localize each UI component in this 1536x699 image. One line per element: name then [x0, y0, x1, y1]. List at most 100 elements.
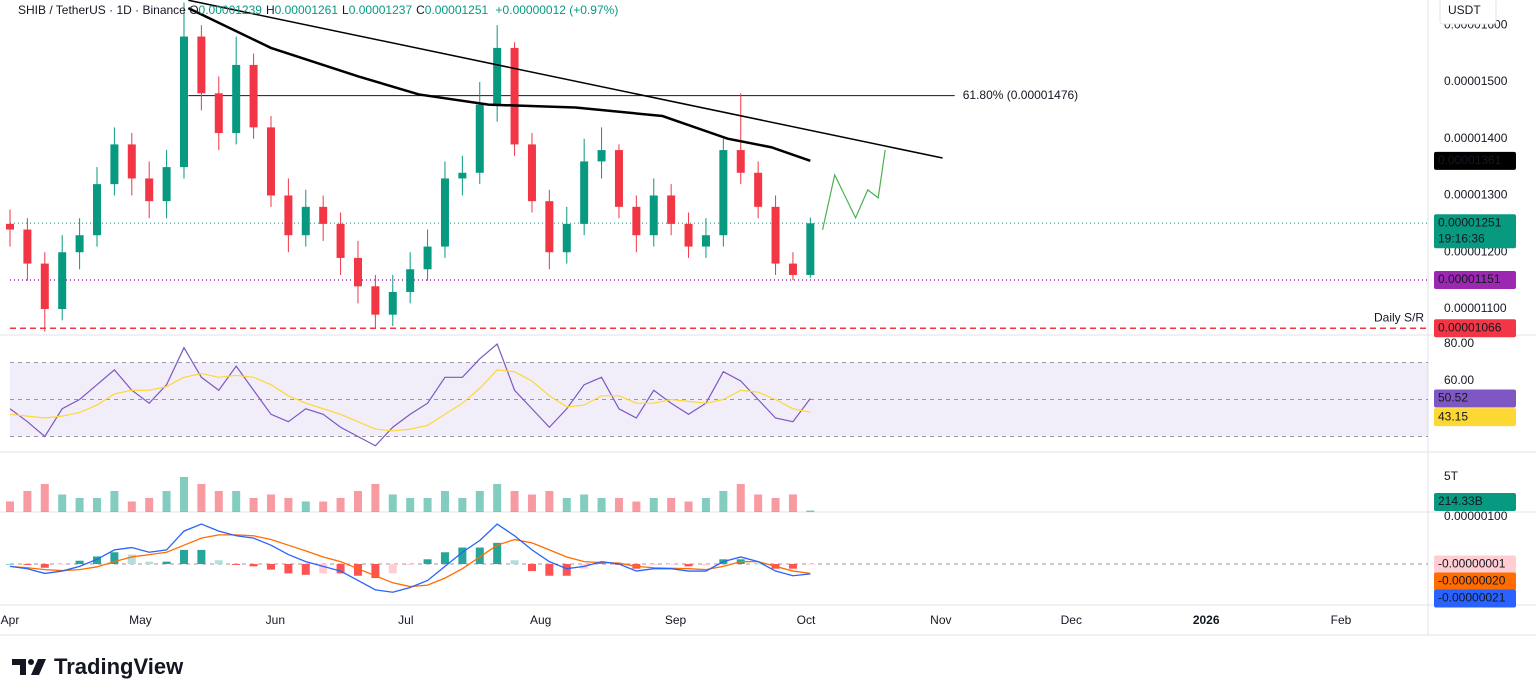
macd-histogram-bar [493, 542, 502, 565]
volume-bar [197, 483, 206, 512]
x-tick-label: Dec [1061, 613, 1082, 627]
candle-body [649, 195, 658, 236]
volume-bar [110, 490, 119, 512]
y-tick-label: 0.00000100 [1444, 509, 1508, 523]
price-label-bg [1434, 319, 1516, 338]
macd-value-label-bg [1434, 555, 1516, 574]
volume-bar [423, 497, 432, 512]
price-label: 0.00001151 [1438, 272, 1501, 286]
volume-bar [527, 494, 536, 512]
ohlc-value: 0.00001239 [198, 3, 262, 17]
countdown: 19:16:36 [1438, 231, 1485, 245]
rsi-value-label: 50.52 [1438, 391, 1468, 405]
y-tick-label: 5T [1444, 469, 1459, 483]
macd-histogram-bar [75, 560, 84, 565]
rsi-value-label: 43.15 [1438, 409, 1468, 423]
macd-histogram-bar [423, 559, 432, 565]
candle-body [232, 64, 241, 134]
x-tick-label: Apr [1, 613, 20, 627]
ohlc-key: L [342, 3, 349, 17]
volume-bar [249, 497, 258, 512]
candle-body [667, 195, 676, 224]
volume-bar [92, 497, 101, 512]
macd-histogram-bar [406, 564, 415, 565]
volume-bar [562, 497, 571, 512]
candle-body [493, 47, 502, 105]
volume-bar [23, 490, 32, 512]
macd-histogram-bar [440, 552, 449, 565]
candle-body [510, 47, 519, 145]
macd-histogram-bar [545, 564, 554, 576]
fib-label: 61.80% (0.00001476) [963, 88, 1078, 102]
volume-bar [127, 501, 136, 512]
macd-histogram-bar [6, 564, 14, 565]
volume-bar [701, 497, 710, 512]
candle-body [771, 206, 780, 264]
candle-body [806, 223, 815, 275]
candle-body [127, 144, 136, 179]
candle-body [319, 206, 328, 224]
x-tick-label: 2026 [1193, 613, 1220, 627]
ohlc-value: 0.00001237 [348, 3, 413, 17]
volume-bar [771, 497, 780, 512]
macd-histogram-bar [353, 564, 362, 576]
macd-value-label-bg [1434, 589, 1516, 608]
price-label: 0.00001066 [1438, 320, 1502, 334]
volume-bar [162, 490, 171, 512]
volume-bar [597, 497, 606, 512]
volume-label: 214.33B [1438, 494, 1483, 508]
candle-body [527, 144, 536, 202]
macd-line [9, 523, 811, 593]
volume-bar [545, 490, 554, 512]
volume-bar [301, 501, 310, 512]
volume-bar [371, 483, 380, 512]
volume-bar [493, 483, 502, 512]
macd-value-label: -0.00000021 [1438, 591, 1506, 605]
ohlc-key: H [265, 3, 275, 17]
macd-histogram-bar [266, 564, 275, 570]
macd-histogram-bar [249, 564, 258, 567]
macd-histogram-bar [667, 564, 676, 565]
macd-histogram-bar [197, 549, 206, 565]
volume-bar [684, 501, 693, 512]
ohlc-value: 0.00001261 [274, 3, 339, 17]
candle-body [266, 127, 275, 196]
price-label-bg [1434, 271, 1516, 290]
candle-body [336, 223, 345, 258]
legend-header: SHIB / TetherUS · 1D · Binance O0.000012… [18, 3, 622, 17]
y-tick-label: 0.00001400 [1444, 131, 1508, 145]
volume-bar [580, 494, 589, 512]
macd-histogram-bar [562, 564, 571, 576]
macd-histogram-bar [510, 560, 519, 565]
macd-histogram-bar [649, 564, 658, 565]
macd-histogram-bar [179, 549, 188, 565]
ohlc-value: 0.00001251 [424, 3, 489, 17]
y-tick-label: 80.00 [1444, 336, 1474, 350]
trendline [188, 0, 943, 159]
candle-body [58, 252, 67, 310]
y-tick-label: 0.00001100 [1444, 301, 1507, 315]
candle-body [23, 229, 32, 264]
candle-body [249, 64, 258, 128]
y-tick-label: 0.00001300 [1444, 188, 1508, 202]
volume-bar [145, 497, 154, 512]
macd-histogram-bar [145, 561, 154, 565]
volume-bar [179, 476, 188, 512]
candle-body [406, 269, 415, 292]
rsi-band [10, 362, 1428, 437]
volume-bar [266, 494, 275, 512]
volume-bar [319, 501, 328, 512]
volume-bar [353, 490, 362, 512]
candle-body [214, 93, 223, 134]
candle-body [719, 150, 728, 236]
volume-bar [40, 483, 49, 512]
macd-histogram-bar [110, 552, 119, 565]
y-tick-label: 60.00 [1444, 373, 1474, 387]
volume-bar [754, 494, 763, 512]
ohlc: O0.00001239 H0.00001261 L0.00001237 C0.0000… [189, 3, 492, 17]
macd-histogram-bar [232, 564, 241, 565]
volume-bar [788, 494, 797, 512]
symbol: SHIB / TetherUS · 1D · Binance [18, 3, 186, 17]
macd-histogram-bar [23, 564, 32, 565]
